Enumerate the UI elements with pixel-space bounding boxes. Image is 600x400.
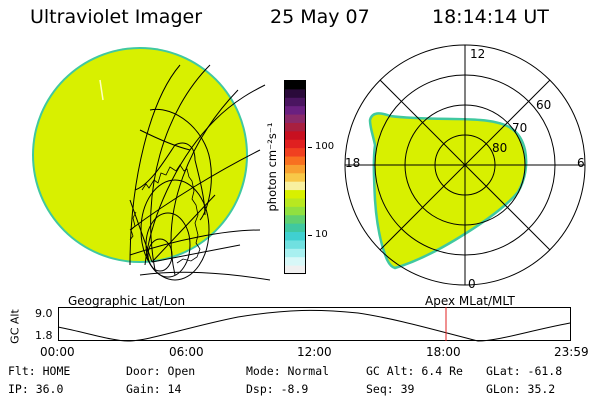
orbit-altitude-plot <box>57 307 571 342</box>
mlt-label-12: 12 <box>470 47 486 61</box>
orbit-xtick-0000: 00:00 <box>40 345 75 359</box>
colorbar-segment <box>285 156 305 166</box>
lat-label-80: 80 <box>492 141 508 155</box>
colorbar-segment <box>285 215 305 225</box>
orbit-xtick-1200: 12:00 <box>297 345 332 359</box>
info-flt: Flt: HOME <box>8 364 71 378</box>
orbit-ytick-9: 9.0 <box>35 307 53 320</box>
info-mode: Mode: Normal <box>246 364 330 378</box>
mlt-label-18: 18 <box>345 156 361 170</box>
geographic-image <box>32 47 271 281</box>
apex-label: Apex MLat/MLT <box>425 294 515 308</box>
colorbar-segment <box>285 131 305 141</box>
colorbar-segment <box>285 97 305 107</box>
colorbar-tick-100: 100 <box>315 141 335 152</box>
colorbar-segment <box>285 240 305 250</box>
altitude-curve <box>57 309 571 342</box>
lat-label-60: 60 <box>536 98 552 112</box>
geographic-label: Geographic Lat/Lon <box>68 294 186 308</box>
colorbar-segment <box>285 89 305 99</box>
orbit-xtick-0600: 06:00 <box>169 345 204 359</box>
colorbar-segment <box>285 81 305 90</box>
info-door: Door: Open <box>126 364 196 378</box>
aurora-region <box>368 112 528 270</box>
colorbar-segment <box>285 148 305 158</box>
info-glon: GLon: 35.2 <box>486 382 556 396</box>
instrument-title: Ultraviolet Imager <box>30 6 203 28</box>
colorbar-segment <box>285 248 305 258</box>
info-seq: Seq: 39 <box>366 382 415 396</box>
info-dsp: Dsp: -8.9 <box>246 382 309 396</box>
colorbar-segment <box>285 173 305 183</box>
time-label: 18:14:14 UT <box>432 6 549 28</box>
info-gain: Gain: 14 <box>126 382 182 396</box>
colorbar-unit-label: photon cm⁻²s⁻¹ <box>265 122 279 212</box>
coastline-outline <box>129 164 201 264</box>
lat-label-70: 70 <box>512 121 528 135</box>
info-gcalt: GC Alt: 6.4 Re <box>366 364 463 378</box>
colorbar-tick-10: 10 <box>315 229 328 240</box>
info-ip: IP: 36.0 <box>8 382 64 396</box>
orbit-xtick-2359: 23:59 <box>554 345 589 359</box>
orbit-ylabel: GC Alt <box>8 309 22 344</box>
mlt-label-6: 6 <box>577 156 585 170</box>
colorbar <box>284 80 306 275</box>
colorbar-segment <box>285 198 305 208</box>
info-glat: GLat: -61.8 <box>486 364 563 378</box>
colorbar-segment <box>285 223 305 233</box>
date-label: 25 May 07 <box>270 6 370 28</box>
polar-plot <box>344 44 586 286</box>
colorbar-segment <box>285 122 305 132</box>
orbit-xtick-1800: 18:00 <box>426 345 461 359</box>
mlt-label-0: 0 <box>468 277 476 291</box>
colorbar-segment <box>285 190 305 199</box>
colorbar-segment <box>285 257 305 267</box>
colorbar-segment <box>285 181 305 191</box>
colorbar-segment <box>285 114 305 124</box>
colorbar-segment <box>285 206 305 216</box>
geographic-grid <box>129 64 271 281</box>
orbit-ytick-1.8: 1.8 <box>35 329 53 342</box>
colorbar-segment <box>285 265 305 275</box>
colorbar-segment <box>285 164 305 174</box>
satellite-streak <box>99 79 104 101</box>
colorbar-segment <box>285 106 305 116</box>
colorbar-segment <box>285 139 305 149</box>
colorbar-segment <box>285 232 305 241</box>
